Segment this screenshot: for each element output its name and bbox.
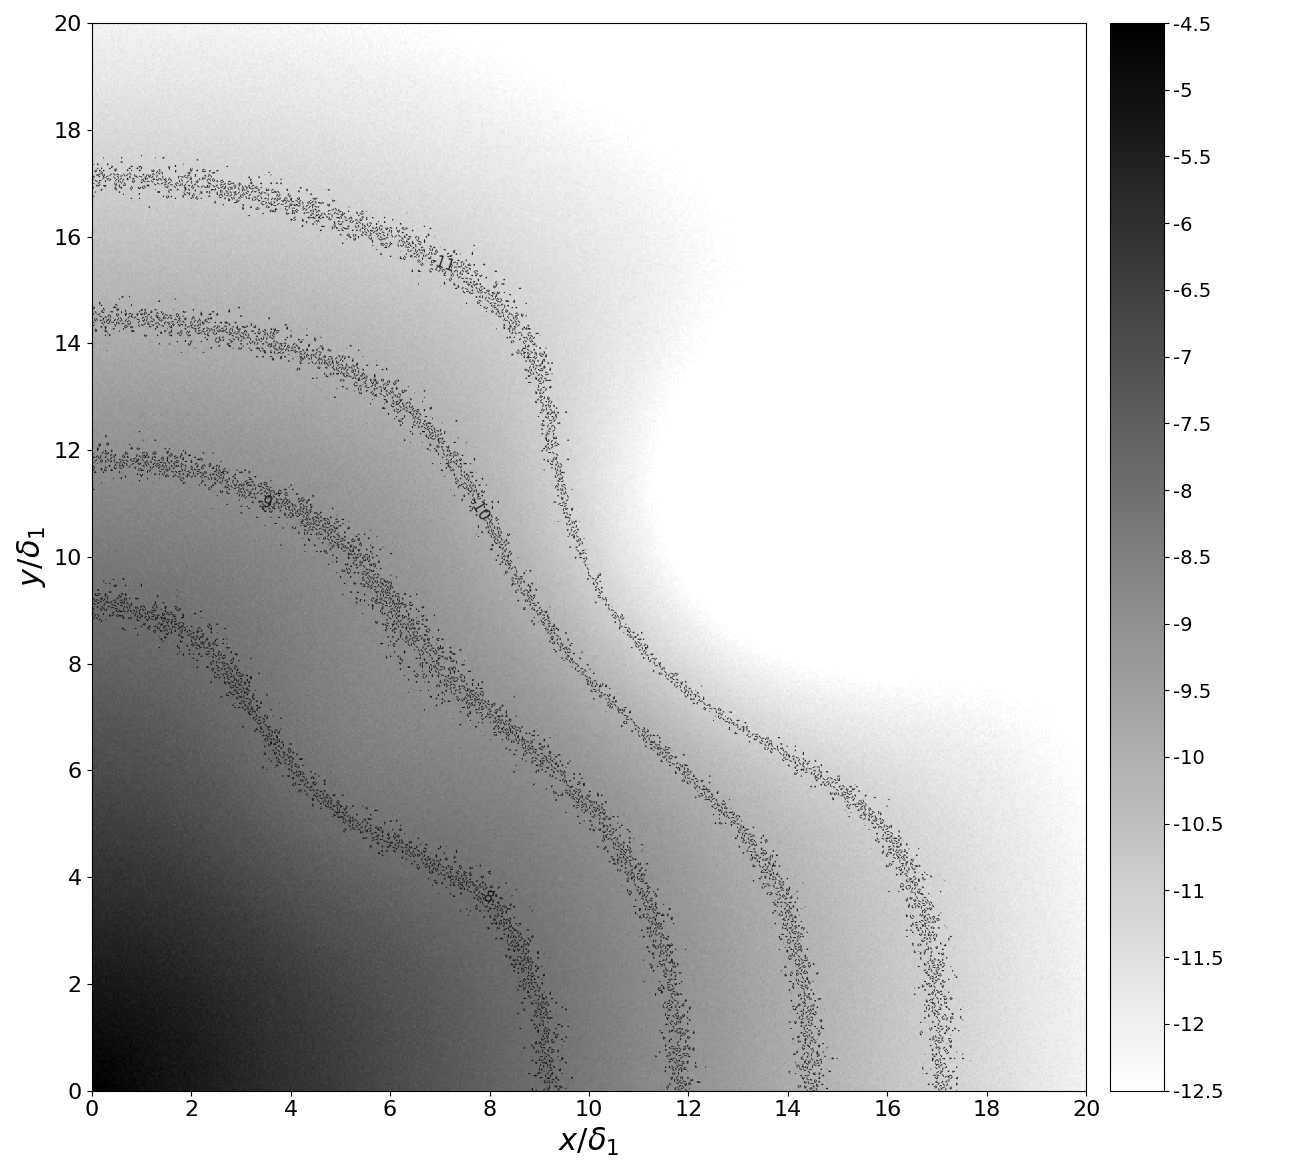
Text: -9: -9 bbox=[256, 493, 274, 511]
X-axis label: $x / \delta_1$: $x / \delta_1$ bbox=[559, 1126, 620, 1158]
Y-axis label: $y / \delta_1$: $y / \delta_1$ bbox=[14, 527, 48, 588]
Text: -8: -8 bbox=[476, 887, 496, 907]
Text: -11: -11 bbox=[428, 252, 457, 274]
Text: -10: -10 bbox=[466, 494, 491, 523]
